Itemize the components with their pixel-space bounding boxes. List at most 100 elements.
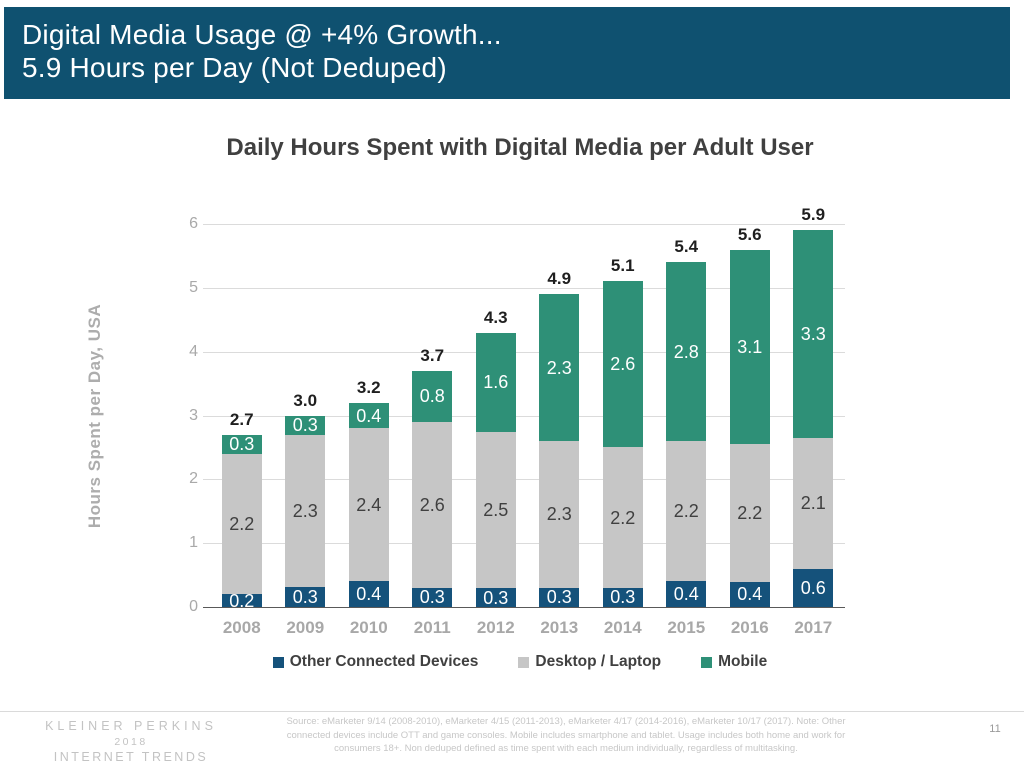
x-axis-label-2017: 2017 [794, 618, 833, 637]
total-label-2017: 5.9 [801, 205, 826, 225]
stacked-bar-2010: 0.4 2.4 0.4 [348, 402, 389, 607]
x-axis-label-2009: 2009 [286, 618, 325, 637]
segment-2010-mobile: 0.4 [348, 402, 389, 429]
segment-2012-mobile: 1.6 [475, 332, 516, 433]
x-axis-label-2015: 2015 [667, 618, 706, 637]
x-axis-line [203, 607, 845, 608]
y-tick-label-5: 5 [189, 278, 198, 296]
legend-label: Mobile [718, 653, 768, 670]
total-label-2012: 4.3 [483, 307, 508, 327]
y-tick-label-2: 2 [189, 470, 198, 488]
brand-report: INTERNET TRENDS [53, 750, 209, 764]
segment-2016-mobile: 3.1 [729, 249, 770, 444]
total-label-2015: 5.4 [674, 237, 699, 257]
x-axis-label-2012: 2012 [476, 618, 515, 637]
bar-group-2015: 2.8 2.2 0.4 5.4 2015 [655, 224, 719, 637]
gridline-y6 [203, 224, 845, 225]
segment-2017-desktop-laptop: 2.1 [793, 437, 834, 570]
bar-group-2009: 0.3 2.3 0.3 3.0 2009 [274, 224, 338, 637]
bar-group-2012: 1.6 2.5 0.3 4.3 2012 [464, 224, 528, 637]
y-tick-label-6: 6 [189, 215, 198, 232]
segment-2008-desktop-laptop: 2.2 [221, 453, 262, 595]
total-label-2016: 5.6 [737, 224, 762, 244]
stacked-bar-2011: 0.8 2.6 0.3 [412, 370, 453, 607]
chart-title: Daily Hours Spent with Digital Media per… [226, 134, 814, 161]
legend-swatch-icon [518, 656, 530, 668]
y-tick-label-1: 1 [189, 534, 198, 552]
total-label-2014: 5.1 [610, 256, 635, 276]
page-number: 11 [989, 723, 1001, 735]
segment-2017-mobile: 3.3 [793, 230, 834, 438]
total-label-2010: 3.2 [356, 377, 381, 397]
segment-2013-desktop-laptop: 2.3 [539, 441, 580, 588]
bar-group-2011: 0.8 2.6 0.3 3.7 2011 [401, 224, 465, 637]
segment-2013-mobile: 2.3 [539, 294, 580, 442]
segment-2009-desktop-laptop: 2.3 [285, 435, 326, 588]
x-axis-label-2014: 2014 [603, 618, 642, 637]
segment-2013-other-connected-devices: 0.3 [539, 587, 580, 607]
gridline-y3 [203, 415, 845, 417]
legend-label: Desktop / Laptop [535, 653, 662, 670]
chart-plot-area: 0 1 2 3 4 5 6 0.3 2.2 0.2 2.7 2008 0.3 2.3 0.3 3.0 2009 0… [189, 205, 846, 637]
segment-2014-desktop-laptop: 2.2 [602, 447, 643, 588]
x-axis-label-2016: 2016 [730, 618, 769, 637]
legend-swatch-icon [701, 656, 713, 668]
bar-group-2016: 3.1 2.2 0.4 5.6 2016 [718, 224, 782, 637]
brand-logo: KLEINER PERKINS 2018 INTERNET TRENDS [18, 719, 244, 764]
footer-divider [0, 711, 1024, 712]
stacked-bar-2008: 0.3 2.2 0.2 [221, 434, 262, 609]
segment-2009-mobile: 0.3 [285, 415, 326, 436]
gridline-y5 [203, 287, 845, 289]
segment-2011-desktop-laptop: 2.6 [412, 421, 453, 588]
x-axis-label-2013: 2013 [540, 618, 579, 637]
bar-group-2014: 2.6 2.2 0.3 5.1 2014 [591, 224, 655, 637]
segment-2010-desktop-laptop: 2.4 [348, 428, 389, 582]
y-axis-title: Hours Spent per Day, USA [85, 303, 105, 528]
segment-2014-other-connected-devices: 0.3 [602, 587, 643, 607]
slide-title-line2: 5.9 Hours per Day (Not Deduped) [22, 52, 447, 83]
segment-2012-desktop-laptop: 2.5 [475, 432, 516, 589]
legend-label: Other Connected Devices [289, 653, 479, 670]
gridline-y1 [203, 543, 845, 545]
stacked-bar-2017: 3.3 2.1 0.6 [793, 230, 834, 607]
segment-2010-other-connected-devices: 0.4 [348, 581, 389, 607]
legend-item-mobile: Mobile [701, 653, 767, 671]
segment-2015-mobile: 2.8 [666, 262, 707, 442]
chart-legend: Other Connected Devices Desktop / Laptop M… [16, 653, 1024, 671]
legend-item-other-connected-devices: Other Connected Devices [272, 653, 479, 671]
segment-2014-mobile: 2.6 [602, 281, 643, 448]
stacked-bar-2013: 2.3 2.3 0.3 [539, 294, 580, 607]
stacked-bar-2016: 3.1 2.2 0.4 [729, 249, 770, 607]
x-axis-label-2011: 2011 [413, 618, 451, 637]
segment-2012-other-connected-devices: 0.3 [475, 588, 516, 607]
segment-2015-desktop-laptop: 2.2 [666, 441, 707, 582]
source-note: Source: eMarketer 9/14 (2008-2010), eMar… [286, 716, 846, 754]
total-label-2008: 2.7 [229, 409, 254, 429]
legend-item-desktop-laptop: Desktop / Laptop [518, 653, 661, 671]
segment-2011-mobile: 0.8 [412, 370, 453, 422]
y-tick-label-0: 0 [189, 598, 198, 615]
slide-header-bar: Digital Media Usage @ +4% Growth... 5.9 … [4, 7, 1010, 99]
gridline-y2 [203, 479, 845, 481]
segment-2008-other-connected-devices: 0.2 [221, 592, 262, 609]
segment-2016-other-connected-devices: 0.4 [729, 581, 770, 607]
segment-2008-mobile: 0.3 [221, 434, 262, 454]
segment-2017-other-connected-devices: 0.6 [793, 569, 834, 607]
slide-title-line1: Digital Media Usage @ +4% Growth... [22, 19, 502, 50]
stacked-bar-2009: 0.3 2.3 0.3 [285, 415, 326, 607]
segment-2015-other-connected-devices: 0.4 [666, 581, 707, 607]
gridline-y4 [203, 351, 845, 353]
bar-group-2010: 0.4 2.4 0.4 3.2 2010 [337, 224, 401, 637]
total-label-2013: 4.9 [547, 269, 572, 289]
x-axis-label-2010: 2010 [349, 618, 388, 637]
bar-group-2008: 0.3 2.2 0.2 2.7 2008 [210, 224, 274, 637]
stacked-bar-2014: 2.6 2.2 0.3 [602, 281, 643, 607]
y-tick-label-3: 3 [189, 406, 198, 424]
bar-group-2017: 3.3 2.1 0.6 5.9 2017 [782, 205, 846, 637]
y-tick-label-4: 4 [189, 342, 198, 360]
stacked-bar-2012: 1.6 2.5 0.3 [475, 332, 516, 607]
x-axis-label-2008: 2008 [222, 618, 261, 637]
segment-2011-other-connected-devices: 0.3 [412, 587, 453, 607]
brand-year: 2018 [114, 736, 148, 748]
total-label-2009: 3.0 [293, 390, 318, 410]
